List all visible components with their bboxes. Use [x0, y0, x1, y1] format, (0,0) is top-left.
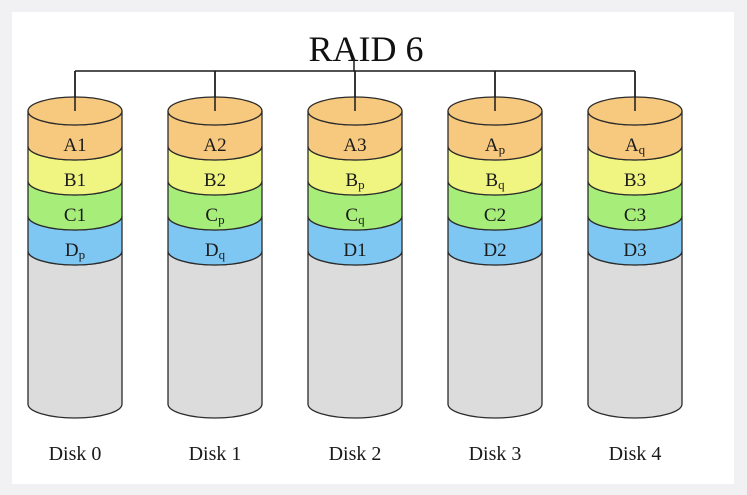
block-label: A1 — [63, 135, 86, 156]
block-label-sub: q — [498, 177, 505, 192]
disk-label: Disk 4 — [609, 443, 662, 465]
block-label-sub: 1 — [77, 205, 87, 226]
block-label: A2 — [203, 135, 226, 156]
block-label-base: C — [345, 205, 358, 226]
block-label: Aq — [625, 135, 646, 157]
block-label: D2 — [483, 240, 506, 261]
block-label: D3 — [623, 240, 646, 261]
block-label: B3 — [624, 170, 646, 191]
block-label: Bq — [485, 170, 505, 192]
block-label: D1 — [343, 240, 366, 261]
empty-space — [587, 250, 683, 419]
block-label-base: D — [205, 240, 219, 261]
block-label-base: B — [345, 170, 358, 191]
block-label-base: B — [64, 170, 77, 191]
block-label: Bp — [345, 170, 364, 192]
block-label: Cp — [205, 205, 224, 227]
block-label-base: C — [205, 205, 218, 226]
block-label: C2 — [484, 205, 506, 226]
block-label-sub: 3 — [637, 240, 647, 261]
block-label: C1 — [64, 205, 86, 226]
empty-space — [447, 250, 543, 419]
block-label-base: A — [343, 135, 357, 156]
diagram-canvas: RAID 6 Dp C1 B1 A1 Disk 0 Dq Cp B2 A2 Disk 1 D1 Cq B… — [12, 12, 734, 484]
block-label-sub: p — [499, 142, 506, 157]
block-label-sub: 3 — [637, 205, 647, 226]
block-label: Cq — [345, 205, 365, 227]
block-label-sub: 2 — [497, 205, 507, 226]
block-label-base: B — [485, 170, 498, 191]
block-label-base: D — [343, 240, 357, 261]
block-label: B1 — [64, 170, 86, 191]
block-label: A3 — [343, 135, 366, 156]
diagram-title: RAID 6 — [309, 29, 424, 69]
block-label-base: D — [65, 240, 79, 261]
block-label-sub: 2 — [217, 135, 227, 156]
block-label-base: A — [203, 135, 217, 156]
block-label-sub: 2 — [497, 240, 507, 261]
block-label-base: C — [624, 205, 637, 226]
disk-label: Disk 2 — [329, 443, 382, 465]
block-label-sub: 1 — [77, 135, 87, 156]
block-label: Dq — [205, 240, 226, 262]
disk-label: Disk 1 — [189, 443, 242, 465]
block-label-base: A — [485, 135, 499, 156]
block-label-base: D — [483, 240, 497, 261]
empty-space — [167, 250, 263, 419]
empty-space — [27, 250, 123, 419]
disk-label: Disk 0 — [49, 443, 102, 465]
block-label-sub: 3 — [357, 135, 367, 156]
block-label-sub: 2 — [217, 170, 227, 191]
disk-2: D1 Cq Bp A3 Disk 2 — [307, 71, 403, 465]
block-label-sub: q — [219, 247, 226, 262]
block-label-base: A — [625, 135, 639, 156]
block-label: C3 — [624, 205, 646, 226]
block-label: Ap — [485, 135, 505, 157]
block-label-base: A — [63, 135, 77, 156]
block-label-base: B — [204, 170, 217, 191]
block-label-base: C — [64, 205, 77, 226]
block-label-sub: 1 — [77, 170, 87, 191]
block-label-sub: 1 — [357, 240, 367, 261]
block-label-sub: q — [358, 212, 365, 227]
block-label-sub: 3 — [637, 170, 647, 191]
empty-space — [307, 250, 403, 419]
block-label-base: C — [484, 205, 497, 226]
block-label-sub: p — [358, 177, 365, 192]
block-label-sub: p — [79, 247, 86, 262]
block-label-base: B — [624, 170, 637, 191]
block-label: B2 — [204, 170, 226, 191]
block-label-sub: q — [639, 142, 646, 157]
block-label-sub: p — [218, 212, 225, 227]
disk-label: Disk 3 — [469, 443, 522, 465]
block-label-base: D — [623, 240, 637, 261]
block-label: Dp — [65, 240, 85, 262]
